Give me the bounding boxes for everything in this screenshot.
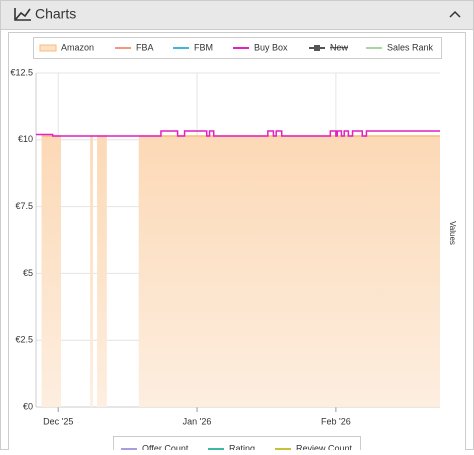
x-tick-label: Dec '25: [43, 416, 73, 426]
legend-label[interactable]: FBM: [194, 42, 213, 52]
y-tick-label: €12.5: [10, 67, 33, 77]
y-tick-label: €0: [23, 401, 33, 411]
legend-marker[interactable]: [314, 45, 320, 51]
panel-title: Charts: [35, 6, 76, 22]
legend-label[interactable]: FBA: [136, 42, 154, 52]
y-tick-label: €2.5: [15, 335, 33, 345]
legend-swatch[interactable]: [39, 44, 57, 52]
y-tick-label: €5: [23, 268, 33, 278]
y-tick-label: €7.5: [15, 201, 33, 211]
legend-label[interactable]: Buy Box: [254, 42, 288, 52]
area: [41, 136, 441, 407]
y-tick-label: €10: [18, 134, 33, 144]
legend-label[interactable]: Review Count: [296, 443, 353, 453]
collapse-button[interactable]: [449, 10, 461, 18]
x-tick-label: Feb '26: [321, 416, 351, 426]
axis-title: Values: [448, 221, 457, 245]
legend-label[interactable]: New: [330, 42, 349, 52]
legend-label[interactable]: Rating: [229, 443, 255, 453]
legend-label[interactable]: Sales Rank: [387, 42, 434, 52]
legend-label[interactable]: Offer Count: [142, 443, 189, 453]
x-tick-label: Jan '26: [183, 416, 212, 426]
line: [36, 130, 440, 137]
legend-label[interactable]: Amazon: [61, 42, 94, 52]
panel-header[interactable]: [0, 0, 474, 30]
chart-icon: [14, 8, 31, 21]
